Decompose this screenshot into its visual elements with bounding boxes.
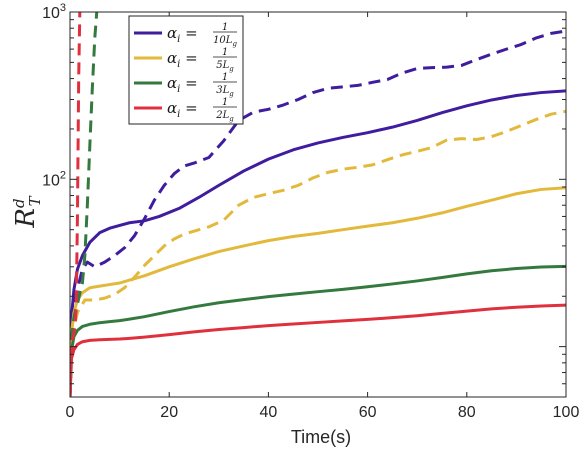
y-axis-label-sub: T <box>26 195 44 206</box>
legend-entry: αi = 1 10Lg <box>134 22 237 48</box>
y-tick-label: 102 <box>42 169 66 189</box>
legend-fraction-numerator: 1 <box>222 97 228 108</box>
legend-label: αi = <box>167 24 198 45</box>
axis-ticks: 0 20 40 60 80 100 102 103 <box>42 2 579 421</box>
x-axis-label: Time(s) <box>291 427 351 447</box>
legend-fraction-denominator: 5Lg <box>216 60 234 73</box>
y-axis-label-sup: d <box>10 198 28 208</box>
series-line-1-dashed <box>70 29 566 397</box>
series-line-4-solid <box>70 303 566 397</box>
series-line-3-solid <box>70 264 566 397</box>
x-tick-label: 40 <box>260 404 278 421</box>
series-line-4-dashed <box>70 12 82 397</box>
legend-fraction-denominator: 3Lg <box>216 85 234 98</box>
series-line-2-dashed <box>70 109 566 397</box>
y-axis-label-base: R <box>11 208 41 229</box>
series-line-2-solid <box>70 186 566 397</box>
x-tick-label: 80 <box>458 404 476 421</box>
legend-label: αi = <box>167 99 198 120</box>
legend-entry: αi = 1 2Lg <box>134 97 237 123</box>
legend-fraction-denominator: 10Lg <box>213 35 237 48</box>
legend-entry: αi = 1 3Lg <box>134 72 237 98</box>
axes-box <box>69 11 567 398</box>
y-axis-label: RdT <box>10 195 44 228</box>
legend-fraction-numerator: 1 <box>222 72 228 83</box>
x-tick-label: 100 <box>553 404 580 421</box>
series-line-1-solid <box>70 89 566 397</box>
plot-area <box>70 12 566 397</box>
legend-fraction-denominator: 2Lg <box>215 110 234 123</box>
legend-fraction-numerator: 1 <box>222 47 228 58</box>
legend-label: αi = <box>167 49 198 70</box>
x-tick-label: 20 <box>160 404 178 421</box>
legend-entry: αi = 1 5Lg <box>134 47 237 73</box>
series-line-3-dashed <box>70 12 99 397</box>
x-tick-label: 60 <box>359 404 377 421</box>
legend-label: αi = <box>167 74 198 95</box>
legend-fraction-numerator: 1 <box>222 22 228 33</box>
y-tick-label: 103 <box>42 2 66 22</box>
x-tick-label: 0 <box>66 404 75 421</box>
